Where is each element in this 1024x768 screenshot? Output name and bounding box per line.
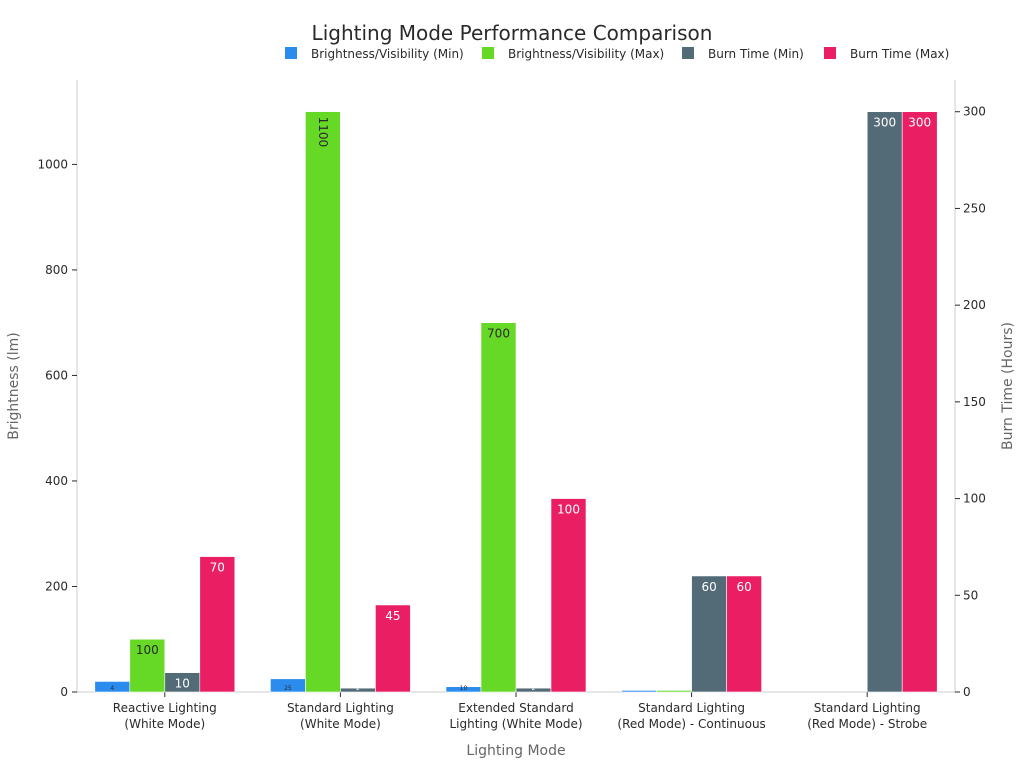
- y2-tick-label: 100: [963, 492, 986, 506]
- chart-title: Lighting Mode Performance Comparison: [312, 21, 713, 45]
- bar: [621, 690, 657, 693]
- x-tick-label: Reactive Lighting: [113, 701, 217, 715]
- data-label: 70: [210, 561, 225, 575]
- x-tick-label: (Red Mode) - Continuous: [617, 717, 765, 731]
- x-tick-label: (White Mode): [124, 717, 205, 731]
- legend-swatch: [285, 47, 297, 59]
- y2-axis-title: Burn Time (Hours): [1000, 322, 1016, 450]
- bar: [199, 556, 236, 693]
- x-tick-label: Standard Lighting: [814, 701, 921, 715]
- x-tick-label: (White Mode): [300, 717, 381, 731]
- data-label: 1100: [316, 117, 330, 148]
- data-label: 45: [385, 609, 400, 623]
- y2-tick-label: 50: [963, 588, 978, 602]
- x-tick-label: Lighting (White Mode): [449, 717, 582, 731]
- data-label: 300: [873, 116, 896, 130]
- data-label: 4: [110, 685, 114, 692]
- data-label: 60: [701, 580, 716, 594]
- y-tick-label: 800: [45, 263, 68, 277]
- bar: [129, 638, 166, 693]
- bar: [480, 322, 517, 693]
- bar: [691, 575, 727, 693]
- bar: [901, 111, 938, 693]
- legend: Brightness/Visibility (Min) Brightness/Vi…: [285, 47, 949, 61]
- axes: 0 200 400 600 800 1000 0 50 100 150 200 250 300 React…: [37, 80, 986, 731]
- x-tick-label: Standard Lighting: [287, 701, 394, 715]
- y-axis-title: Brightness (lm): [6, 332, 22, 439]
- legend-label: Brightness/Visibility (Min): [311, 47, 464, 61]
- y-tick-label: 0: [60, 685, 68, 699]
- data-label: 100: [557, 503, 580, 517]
- x-tick-label: Extended Standard: [458, 701, 573, 715]
- data-label: 10: [460, 685, 468, 692]
- y-tick-label: 400: [45, 474, 68, 488]
- data-label: 700: [487, 327, 510, 341]
- y-tick-label: 200: [45, 579, 68, 593]
- bar: [550, 498, 587, 693]
- bar: [305, 111, 341, 693]
- x-tick-label: (Red Mode) - Strobe: [807, 717, 927, 731]
- data-label: 2: [532, 685, 536, 692]
- bar: [726, 575, 762, 693]
- y2-tick-label: 300: [963, 105, 986, 119]
- legend-label: Burn Time (Max): [850, 47, 949, 61]
- x-tick-label: Standard Lighting: [638, 701, 745, 715]
- legend-swatch: [682, 47, 694, 59]
- y-tick-label: 600: [45, 368, 68, 382]
- legend-swatch: [482, 47, 494, 59]
- legend-label: Brightness/Visibility (Max): [508, 47, 664, 61]
- data-label: 100: [136, 643, 159, 657]
- x-axis-title: Lighting Mode: [466, 743, 565, 759]
- y2-tick-label: 0: [963, 685, 971, 699]
- legend-swatch: [824, 47, 836, 59]
- y2-tick-label: 150: [963, 395, 986, 409]
- data-label: 2: [356, 685, 360, 692]
- data-label: 25: [284, 685, 292, 692]
- data-label: 300: [908, 116, 931, 130]
- y2-tick-label: 200: [963, 298, 986, 312]
- data-label: 10: [175, 677, 190, 691]
- bar: [375, 604, 411, 693]
- legend-label: Burn Time (Min): [708, 47, 804, 61]
- bar: [656, 690, 692, 693]
- bar: [866, 111, 903, 693]
- y-tick-label: 1000: [37, 157, 68, 171]
- data-label: 60: [736, 580, 751, 594]
- value-labels: 4 25 10 100 1100 700 10 2 2 60 300 70 45 100 60 300: [110, 116, 931, 692]
- y2-tick-label: 250: [963, 201, 986, 215]
- bars: [94, 111, 938, 693]
